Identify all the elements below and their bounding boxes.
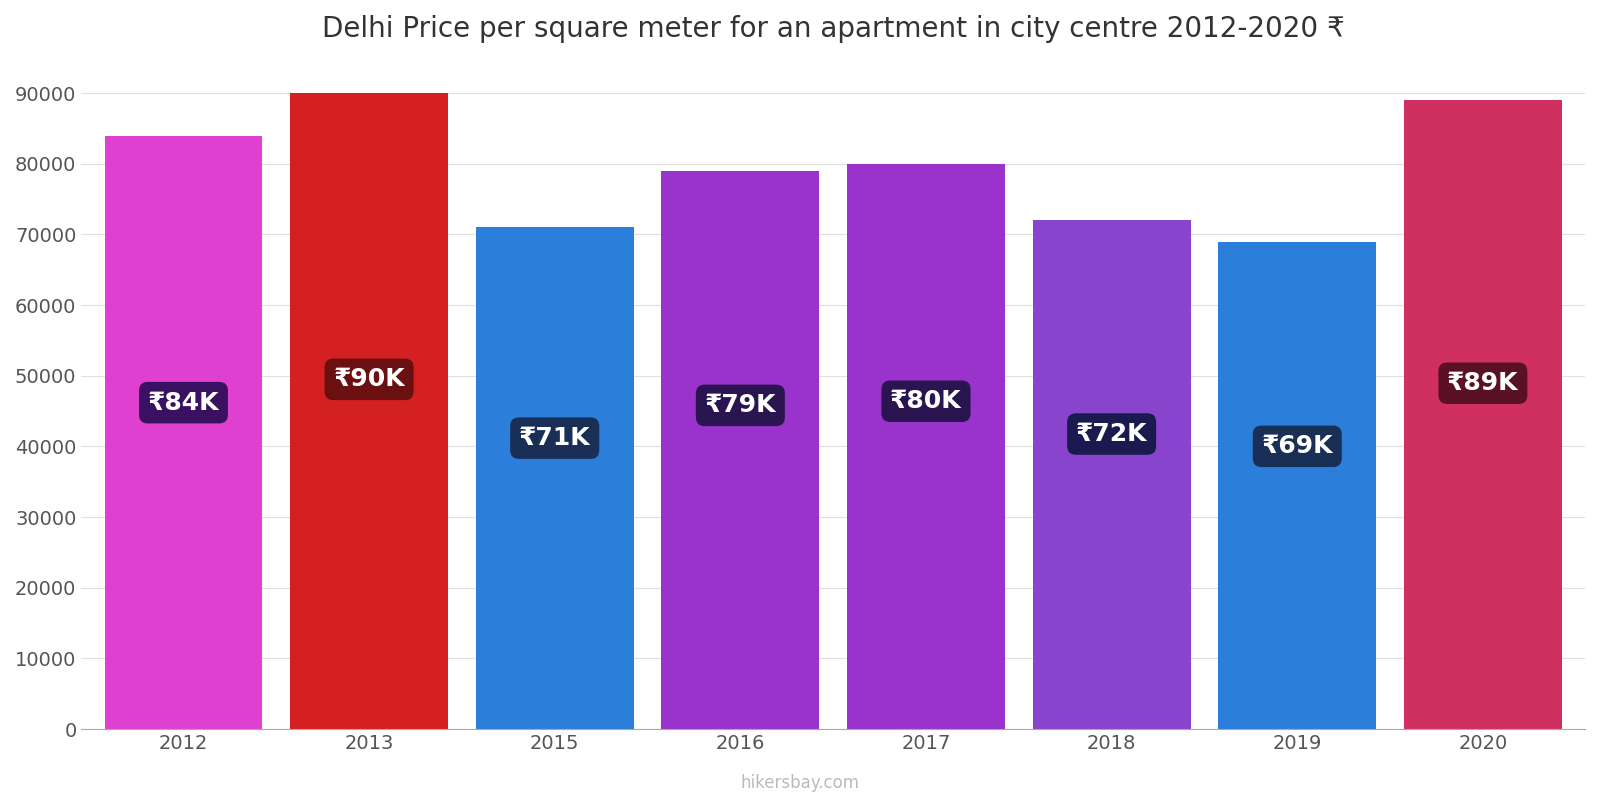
Text: ₹71K: ₹71K xyxy=(518,426,590,450)
Text: ₹90K: ₹90K xyxy=(333,367,405,391)
Text: ₹79K: ₹79K xyxy=(704,394,776,418)
Bar xyxy=(846,164,1005,729)
Text: ₹72K: ₹72K xyxy=(1075,422,1147,446)
Text: ₹69K: ₹69K xyxy=(1261,434,1333,458)
Bar xyxy=(661,171,819,729)
Text: hikersbay.com: hikersbay.com xyxy=(741,774,859,792)
Bar xyxy=(1218,242,1376,729)
Bar xyxy=(104,135,262,729)
Bar xyxy=(290,93,448,729)
Bar xyxy=(1405,100,1562,729)
Bar xyxy=(1032,220,1190,729)
Title: Delhi Price per square meter for an apartment in city centre 2012-2020 ₹: Delhi Price per square meter for an apar… xyxy=(322,15,1344,43)
Text: ₹89K: ₹89K xyxy=(1446,371,1518,395)
Text: ₹84K: ₹84K xyxy=(147,390,219,414)
Text: ₹80K: ₹80K xyxy=(890,390,962,414)
Bar xyxy=(475,227,634,729)
